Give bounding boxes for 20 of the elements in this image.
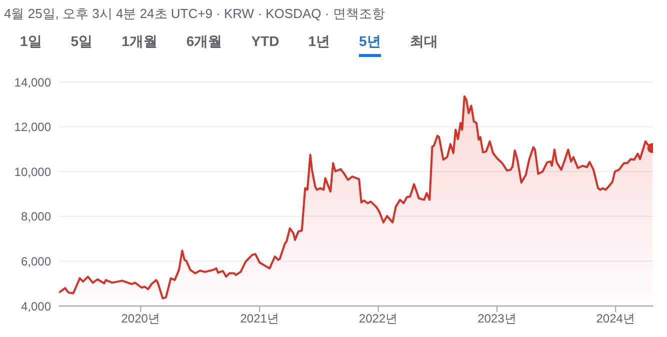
x-tick-label: 2022년 [358, 312, 398, 326]
x-tick-label: 2020년 [121, 312, 160, 326]
y-tick-label: 6,000 [20, 254, 52, 268]
text: YTD [251, 33, 280, 51]
text: 5일 [70, 33, 93, 51]
text: 1개월 [122, 33, 158, 51]
y-tick-label: 8,000 [20, 210, 52, 224]
y-tick-label: 14,000 [14, 75, 52, 90]
text: 1년 [308, 33, 330, 51]
text: 최대 [410, 33, 438, 51]
y-tick-label: 4,000 [20, 299, 52, 314]
x-tick-label: 2021년 [240, 312, 279, 326]
y-tick-label: 12,000 [14, 120, 52, 134]
text: 1일 [20, 33, 42, 51]
text: 6개월 [186, 33, 222, 51]
x-tick-label: 2023년 [478, 312, 516, 326]
chart-title: 4월 25일, 오후 3시 4분 24초 UTC+9 · KRW · KOSDAQ · 면책조항 [4, 5, 385, 23]
y-tick-label: 10,000 [14, 164, 52, 179]
text: 5년 [358, 33, 381, 57]
x-tick-label: 2024년 [596, 312, 635, 326]
